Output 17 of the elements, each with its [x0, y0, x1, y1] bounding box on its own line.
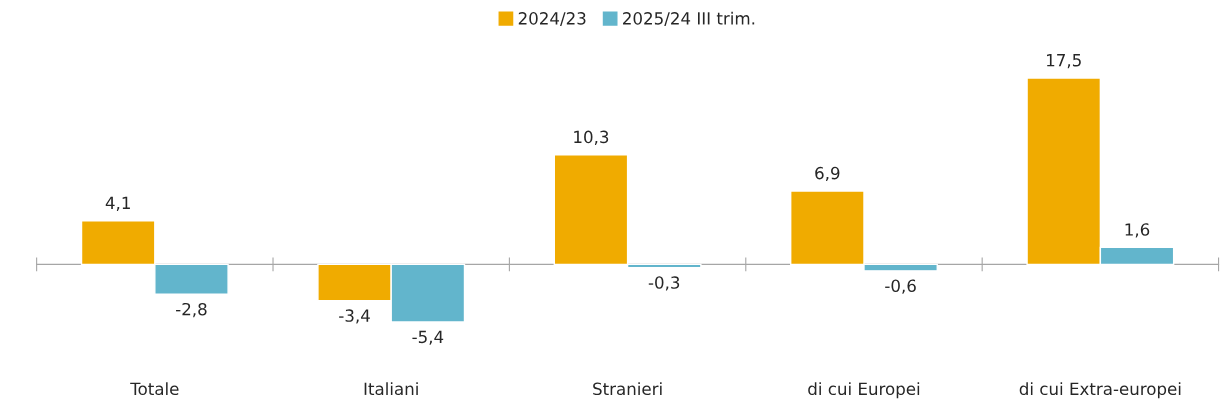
data-label: 4,1 [105, 196, 130, 211]
data-label: 1,6 [1125, 223, 1150, 238]
data-label: -3,4 [339, 309, 370, 324]
data-label: -5,4 [412, 330, 444, 345]
data-label: -0,6 [885, 279, 916, 294]
legend-label: 2025/24 III trim. [623, 11, 755, 26]
data-label: 10,3 [574, 130, 609, 145]
data-label: -0,3 [648, 276, 680, 291]
data-label: -2,8 [176, 302, 207, 318]
data-label: 17,5 [1047, 54, 1081, 69]
x-tick-label: di cui Extra-europei [1019, 382, 1181, 399]
data-label: 6,9 [815, 166, 840, 182]
x-tick-label: Stranieri [593, 382, 662, 396]
x-tick-label: di cui Europei [808, 382, 920, 399]
x-tick-label: Italiani [364, 382, 418, 396]
legend-label: 2024/23 [518, 12, 586, 26]
x-tick-label: Totale [130, 382, 179, 396]
